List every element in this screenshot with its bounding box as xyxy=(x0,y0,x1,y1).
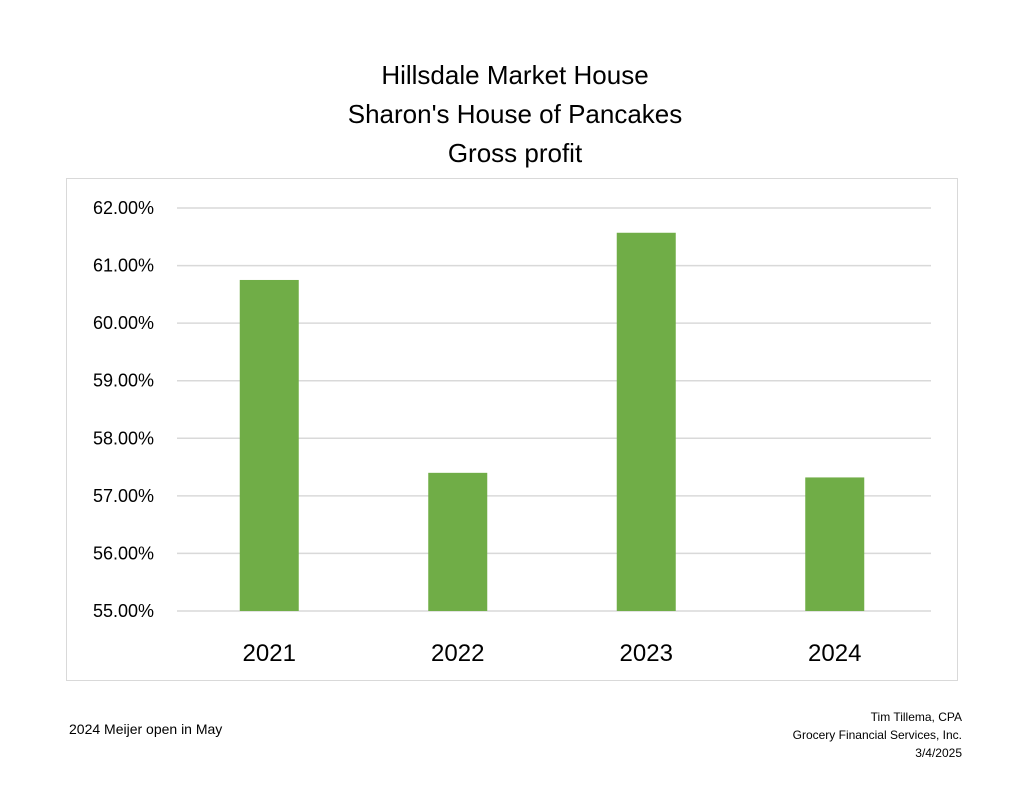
bar-chart: 55.00% 56.00% 57.00% 58.00% 59.00% 60.00% 61.0… xyxy=(93,198,931,667)
y-tick-label: 60.00% xyxy=(93,313,154,333)
bar-2022 xyxy=(428,472,488,611)
bar-2021 xyxy=(239,279,299,611)
y-tick-label: 58.00% xyxy=(93,428,154,448)
x-category-label-2023: 2023 xyxy=(620,640,673,667)
x-category-label-2021: 2021 xyxy=(243,640,296,667)
bar-2023 xyxy=(616,232,676,611)
signature-date: 3/4/2025 xyxy=(915,746,962,760)
signature-company: Grocery Financial Services, Inc. xyxy=(792,728,962,742)
y-tick-label: 56.00% xyxy=(93,543,154,563)
y-tick-label: 62.00% xyxy=(93,198,154,218)
y-tick-label: 61.00% xyxy=(93,256,154,276)
x-category-label-2024: 2024 xyxy=(808,640,861,667)
y-tick-label: 59.00% xyxy=(93,371,154,391)
footnote: 2024 Meijer open in May xyxy=(69,721,223,737)
title-line-2: Sharon's House of Pancakes xyxy=(347,99,683,129)
y-tick-label: 57.00% xyxy=(93,486,154,506)
y-tick-label: 55.00% xyxy=(93,601,154,621)
signature-name: Tim Tillema, CPA xyxy=(870,710,962,724)
chart-area: 55.00% 56.00% 57.00% 58.00% 59.00% 60.00% 61.0… xyxy=(66,178,958,681)
y-axis-tick-labels: 55.00% 56.00% 57.00% 58.00% 59.00% 60.00% 61.0… xyxy=(93,198,154,621)
title-line-1: Hillsdale Market House xyxy=(381,60,649,90)
x-category-label-2022: 2022 xyxy=(431,640,484,667)
bar-2024 xyxy=(805,477,865,611)
gridlines xyxy=(177,207,931,612)
signature-block: Tim Tillema, CPA Grocery Financial Servi… xyxy=(793,708,962,762)
bars xyxy=(239,232,865,611)
title-line-3: Gross profit xyxy=(447,138,583,168)
x-axis-category-labels: 2021 2022 2023 2024 xyxy=(243,640,862,667)
chart-title: Hillsdale Market House Sharon's House of… xyxy=(0,56,1024,173)
